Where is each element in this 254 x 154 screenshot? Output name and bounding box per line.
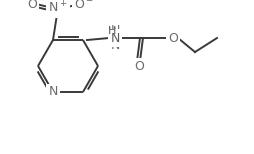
Text: O: O <box>168 32 178 45</box>
Text: O: O <box>27 0 37 10</box>
Text: H: H <box>108 27 116 37</box>
Text: O: O <box>134 59 144 73</box>
Text: H: H <box>108 26 116 36</box>
Text: N$^+$: N$^+$ <box>48 0 68 16</box>
Text: N: N <box>110 32 120 45</box>
Text: H
N: H N <box>110 24 120 52</box>
Text: O$^-$: O$^-$ <box>74 0 94 10</box>
Text: N: N <box>48 85 58 98</box>
